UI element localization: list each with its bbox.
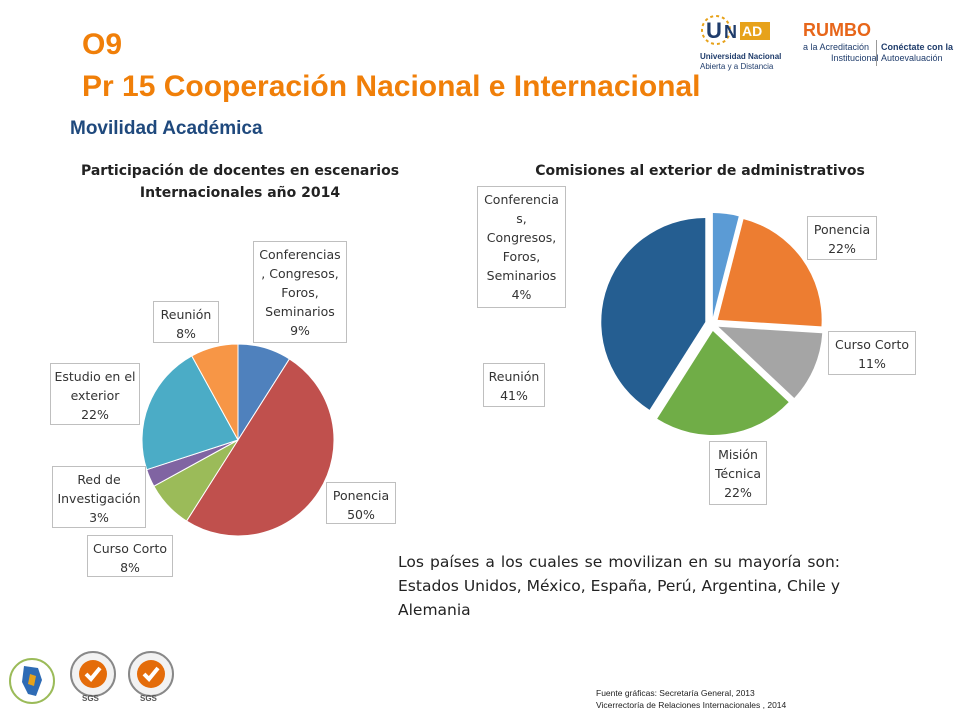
rumbo-right-line1: Conéctate con la (881, 42, 954, 52)
chart1-title-line1: Participación de docentes en escenarios (80, 163, 400, 179)
chart1-slice-1 (185, 358, 335, 537)
certification-logos: SGS SGS (8, 650, 188, 710)
chart2-title: Comisiones al exterior de administrativo… (520, 160, 880, 182)
chart1-title: Participación de docentes en escenarios … (60, 160, 420, 204)
chart2-label-curso-corto: Curso Corto 11% (828, 331, 916, 375)
chart2-title-line1: Comisiones al exterior de administrativo… (535, 163, 865, 179)
chart2-pie (601, 213, 823, 435)
chart1-label-curso-corto: Curso Corto 8% (87, 535, 173, 577)
svg-text:AD: AD (742, 23, 762, 39)
chart2-label-ponencia: Ponencia 22% (807, 216, 877, 260)
sgs-cert-2: SGS (126, 650, 176, 708)
certified-check-icon (128, 651, 174, 697)
slide-code: O9 (82, 28, 123, 61)
rumbo-word: RUMBO (803, 20, 871, 40)
chart1-label-estudio: Estudio en el exterior 22% (50, 363, 140, 425)
rumbo-logo: RUMBO a la Acreditación Institucional Co… (803, 20, 953, 70)
chart1-slice-5 (191, 343, 239, 441)
chart1-slice-4 (141, 355, 239, 471)
chart1-label-red: Red de Investigación 3% (52, 466, 146, 528)
chart2-slice-4 (601, 218, 706, 410)
rumbo-right-line2: Autoevaluación (881, 53, 943, 63)
source-line2: Vicerrectoría de Relaciones Internaciona… (596, 700, 787, 710)
chart1-title-line2: Internacionales año 2014 (139, 185, 341, 201)
certified-check-icon (70, 651, 116, 697)
countries-note: Los países a los cuales se movilizan en … (398, 553, 840, 619)
chart1-label-ponencia: Ponencia 50% (326, 482, 396, 524)
source-line1: Fuente gráficas: Secretaría General, 201… (596, 688, 755, 698)
chart1-label-conferencias: Conferencias, Congresos, Foros, Seminarios… (253, 241, 347, 343)
slide-subtitle: Movilidad Académica (70, 118, 263, 139)
unad-name-line2: Abierta y a Distancia (700, 62, 774, 71)
chart1-pie (141, 343, 335, 537)
chart1-label-reunion: Reunión 8% (153, 301, 219, 343)
chart2-slice-2 (718, 326, 823, 398)
slide-title: Pr 15 Cooperación Nacional e Internacion… (82, 70, 701, 103)
chart2-label-mision: Misión Técnica 22% (709, 441, 767, 505)
sgs-label-2: SGS (140, 694, 157, 703)
rumbo-line1: a la Acreditación (803, 42, 870, 52)
unad-logo: U N AD Universidad Nacional Abierta y a … (700, 10, 792, 72)
svg-text:U: U (706, 18, 722, 43)
sgs-label-1: SGS (82, 694, 99, 703)
sgs-cert-1: SGS (68, 650, 118, 708)
unad-name-line1: Universidad Nacional (700, 52, 782, 61)
svg-text:N: N (724, 22, 737, 42)
chart2-slice-3 (657, 330, 789, 435)
unad-emblem-icon: U N AD (701, 15, 770, 45)
rumbo-divider (876, 40, 877, 66)
chart2-slice-1 (717, 219, 822, 327)
colombia-map-icon (9, 658, 55, 704)
chart2-slice-0 (712, 213, 739, 318)
chart2-label-conferencias: Conferencia s, Congresos, Foros, Seminarios 4… (477, 186, 566, 308)
rumbo-line2: Institucional (831, 53, 879, 63)
source-note: Fuente gráficas: Secretaría General, 201… (596, 687, 786, 711)
chart2-label-reunion: Reunión 41% (483, 363, 545, 407)
